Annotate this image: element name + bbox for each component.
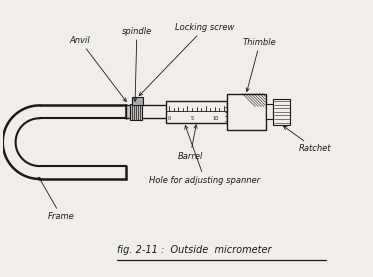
Text: Ratchet: Ratchet bbox=[283, 126, 331, 153]
Text: spindle: spindle bbox=[122, 27, 152, 101]
Text: Barrel: Barrel bbox=[178, 125, 203, 161]
Bar bbox=[132, 97, 143, 106]
Bar bbox=[126, 105, 142, 119]
Text: 5: 5 bbox=[190, 117, 193, 122]
Text: Anvil: Anvil bbox=[69, 36, 126, 102]
Bar bbox=[227, 94, 266, 130]
Text: 10: 10 bbox=[213, 117, 219, 122]
Text: fig. 2-11 :  Outside  micrometer: fig. 2-11 : Outside micrometer bbox=[117, 245, 271, 255]
Bar bbox=[129, 104, 142, 120]
Text: Thimble: Thimble bbox=[243, 38, 277, 91]
Bar bbox=[273, 99, 291, 125]
Bar bbox=[166, 101, 227, 123]
Bar bbox=[142, 106, 166, 118]
Text: Hole for adjusting spanner: Hole for adjusting spanner bbox=[149, 125, 260, 184]
Text: Locking screw: Locking screw bbox=[139, 23, 235, 96]
Bar bbox=[266, 104, 273, 119]
Text: Frame: Frame bbox=[39, 177, 75, 221]
Text: 0: 0 bbox=[168, 117, 171, 122]
